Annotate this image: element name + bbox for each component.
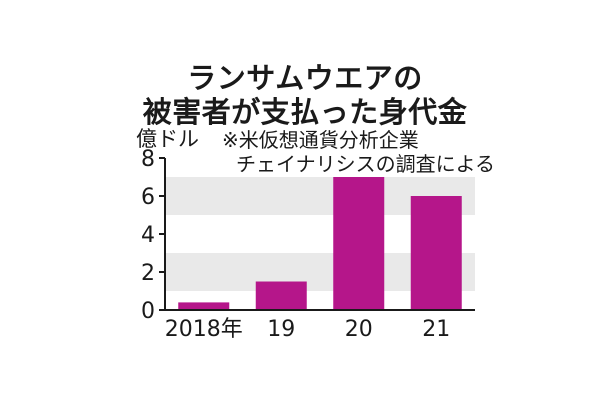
y-axis-unit: 億ドル (136, 127, 199, 151)
chart-title-line-1: ランサムウエアの (187, 61, 423, 95)
source-note-line-2: チェイナリシスの調査による (236, 152, 495, 176)
grid-band (165, 253, 475, 272)
grid-band (165, 196, 475, 215)
x-tick-label: 21 (422, 317, 450, 342)
bar (333, 177, 385, 310)
grid-band (165, 177, 475, 196)
grid-band (165, 272, 475, 291)
bar (178, 302, 230, 310)
x-tick-label: 19 (267, 317, 295, 342)
chart-title-line-2: 被害者が支払った身代金 (142, 95, 468, 129)
x-tick-label: 2018年 (165, 317, 243, 342)
y-tick-label: 8 (141, 147, 155, 172)
bar (410, 196, 462, 310)
x-tick-label: 20 (345, 317, 373, 342)
y-tick-label: 4 (141, 223, 155, 248)
y-tick-label: 2 (141, 261, 155, 286)
y-tick-label: 6 (141, 185, 155, 210)
source-note-line-1: ※米仮想通貨分析企業 (222, 128, 419, 152)
y-tick-label: 0 (141, 299, 155, 324)
bar (255, 281, 307, 310)
